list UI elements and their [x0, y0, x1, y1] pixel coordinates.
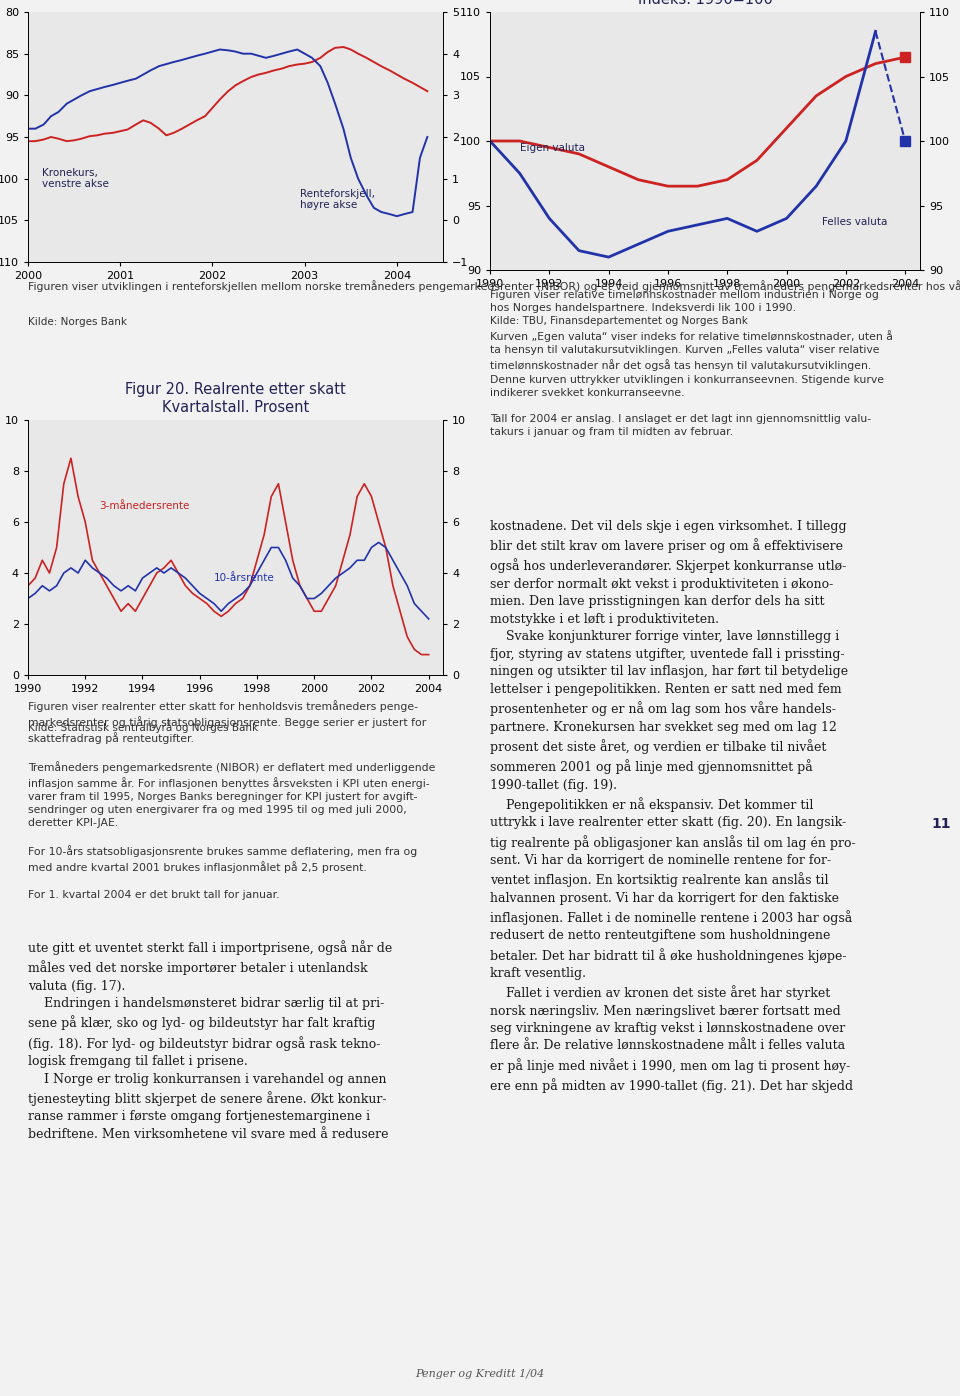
Text: Renteforskjell,
høyre akse: Renteforskjell, høyre akse: [300, 188, 375, 211]
Text: Kronekurs,
venstre akse: Kronekurs, venstre akse: [42, 168, 108, 190]
Text: Kilde: Statistisk sentralbyrå og Norges Bank: Kilde: Statistisk sentralbyrå og Norges …: [28, 720, 258, 733]
Text: 11: 11: [931, 817, 950, 831]
Text: 10-årsrente: 10-årsrente: [214, 572, 275, 582]
Text: Figuren viser relative timelønnskostnader mellom industrien i Norge og
hos Norge: Figuren viser relative timelønnskostnade…: [490, 290, 893, 437]
Text: Kilde: TBU, Finansdepartementet og Norges Bank: Kilde: TBU, Finansdepartementet og Norge…: [490, 317, 748, 327]
Text: 3-månedersrente: 3-månedersrente: [100, 501, 190, 511]
Title: Figur 20. Realrente etter skatt
Kvartalstall. Prosent: Figur 20. Realrente etter skatt Kvartals…: [125, 383, 346, 415]
Text: ute gitt et uventet sterkt fall i importprisene, også når de
måles ved det norsk: ute gitt et uventet sterkt fall i import…: [28, 940, 393, 1141]
Text: Eigen valuta: Eigen valuta: [519, 144, 585, 154]
Text: Figuren viser realrenter etter skatt for henholdsvis tremåneders penge-
markedsr: Figuren viser realrenter etter skatt for…: [28, 699, 436, 899]
Text: Kilde: Norges Bank: Kilde: Norges Bank: [28, 317, 127, 327]
Title: Figur 21. Lønnskostnader
i Norge i forhold til handelspartnerne
Indeks. 1990=100: Figur 21. Lønnskostnader i Norge i forho…: [569, 0, 841, 7]
Text: kostnadene. Det vil dels skje i egen virksomhet. I tillegg
blir det stilt krav o: kostnadene. Det vil dels skje i egen vir…: [490, 519, 855, 1093]
Text: Figuren viser utviklingen i renteforskjellen mellom norske tremåneders pengemark: Figuren viser utviklingen i renteforskje…: [28, 281, 960, 292]
Text: Felles valuta: Felles valuta: [822, 216, 887, 228]
Text: Penger og Kreditt 1/04: Penger og Kreditt 1/04: [416, 1369, 544, 1379]
